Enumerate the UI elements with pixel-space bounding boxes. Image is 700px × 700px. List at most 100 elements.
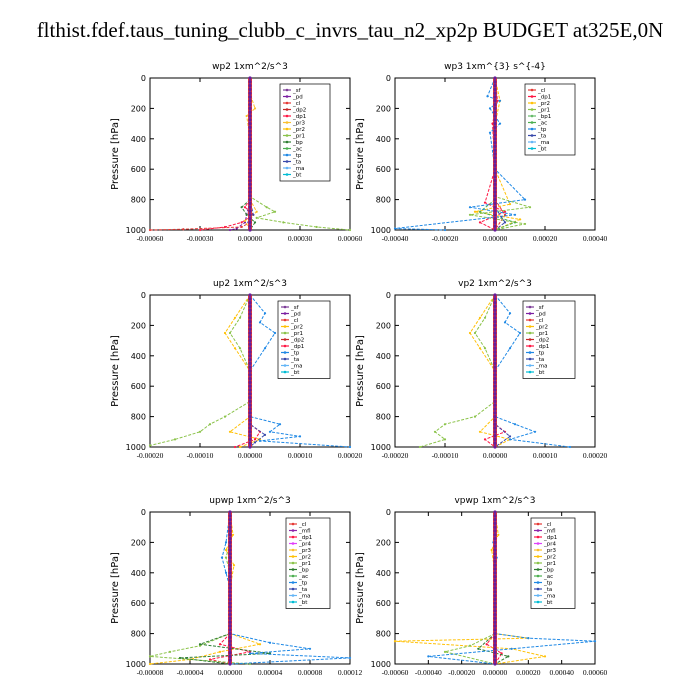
zero-profile-marker [228, 563, 232, 567]
data-point-pr1 [173, 438, 177, 441]
x-tick-label: -0.00030 [187, 234, 214, 243]
zero-profile-marker [493, 331, 497, 335]
zero-profile-marker [493, 106, 497, 110]
zero-profile-marker [493, 556, 497, 560]
data-point-tp [268, 641, 272, 644]
legend-label-bt: _bt [535, 370, 545, 376]
data-point-pr1 [483, 316, 487, 319]
legend-marker-pr1 [528, 331, 532, 335]
chart-panel-2: wp3 1xm^{3} s^{-4} Pressure [hPa] 0 200 400 6… [355, 62, 607, 243]
zero-profile-marker [248, 84, 252, 88]
zero-profile-marker [248, 411, 252, 415]
data-point-pr1 [523, 222, 527, 226]
y-tick-label: 1000 [371, 226, 391, 235]
zero-profile-marker [493, 552, 497, 556]
legend-marker-ma [283, 364, 287, 367]
zero-profile-marker [493, 544, 497, 548]
zero-profile-marker [248, 399, 252, 403]
zero-profile-marker [493, 213, 497, 217]
zero-profile-marker [248, 228, 252, 232]
legend-label-ma: _ma [543, 594, 555, 600]
y-tick-label: 600 [376, 599, 391, 608]
data-point-pr1 [273, 210, 277, 213]
x-tick-label: 0.00040 [549, 668, 574, 677]
zero-profile-marker [493, 205, 497, 209]
legend-label-tp: _tp [535, 351, 545, 357]
legend-marker-ac [291, 574, 295, 578]
y-tick-label: 600 [376, 382, 391, 391]
legend-marker-pr4 [536, 542, 540, 545]
zero-profile-marker [493, 403, 497, 407]
y-tick-label: 200 [131, 538, 146, 547]
zero-profile-marker [493, 122, 497, 126]
legend-label-dp2: _dp2 [290, 338, 304, 344]
legend-marker-dp2 [528, 338, 532, 341]
zero-profile-marker [248, 179, 252, 183]
zero-profile-marker [493, 525, 497, 529]
legend-label-pr1: _pr1 [298, 561, 311, 567]
zero-profile-marker [248, 293, 252, 297]
zero-profile-marker [248, 175, 252, 179]
data-point-ac [478, 210, 482, 213]
zero-profile-marker [493, 365, 497, 369]
zero-profile-marker [248, 320, 252, 324]
zero-profile-marker [493, 445, 497, 449]
zero-profile-marker [493, 182, 497, 186]
zero-profile-marker [493, 320, 497, 324]
data-point-pr2 [508, 203, 512, 206]
legend-marker-ta [285, 160, 289, 163]
y-tick-label: 0 [141, 508, 146, 517]
data-point-tp [348, 656, 352, 660]
series-line-tp [249, 294, 351, 448]
zero-profile-marker [248, 346, 252, 350]
zero-profile-marker [248, 224, 252, 228]
zero-profile-marker [493, 186, 497, 190]
zero-profile-marker [493, 103, 497, 107]
zero-profile-marker [248, 152, 252, 156]
legend-label-ac: _ac [543, 574, 553, 580]
zero-profile-marker [493, 620, 497, 624]
zero-profile-marker [228, 514, 232, 518]
y-tick-label: 800 [376, 630, 391, 639]
data-point-pr1 [148, 655, 152, 658]
data-point-dp1 [218, 643, 222, 646]
legend-label-bt: _bt [298, 600, 308, 606]
zero-profile-marker [248, 171, 252, 175]
legend-label-bt: _bt [543, 600, 553, 606]
zero-profile-marker [493, 426, 497, 430]
legend-marker-bt [536, 600, 540, 604]
x-tick-label: 0.00010 [288, 451, 313, 460]
zero-profile-marker [493, 529, 497, 533]
legend-marker-cl [285, 101, 289, 105]
y-tick-label: 0 [386, 291, 391, 300]
legend-marker-ta [528, 357, 532, 361]
legend-label-bt: _bt [537, 147, 547, 153]
zero-profile-marker [228, 624, 232, 628]
legend-box [524, 83, 576, 156]
panel-title: vpwp 1xm^2/s^3 [454, 496, 535, 506]
zero-profile-marker [493, 537, 497, 541]
zero-profile-marker [493, 384, 497, 388]
legend-marker-dp1 [536, 535, 540, 539]
zero-profile-marker [228, 594, 232, 598]
zero-profile-marker [248, 418, 252, 422]
data-point-pr1 [223, 415, 227, 418]
legend-marker-dp2 [285, 108, 289, 111]
zero-profile-marker [493, 133, 497, 137]
data-point-dp1 [500, 652, 503, 655]
zero-profile-marker [493, 217, 497, 221]
zero-profile-marker [493, 141, 497, 145]
legend-label-tp: _tp [298, 581, 308, 587]
legend-marker-dp2 [283, 338, 287, 341]
legend-label-cl: _cl [298, 522, 307, 528]
legend-marker-pr2 [528, 325, 532, 328]
zero-profile-marker [493, 358, 497, 362]
zero-profile-marker [248, 182, 252, 186]
data-point-cl [240, 225, 243, 229]
zero-profile-marker [248, 76, 252, 80]
zero-profile-marker [228, 529, 232, 533]
data-point-bp [178, 656, 182, 660]
data-point-pr1 [468, 644, 472, 647]
y-tick-label: 800 [131, 413, 146, 422]
x-tick-label: -0.00004 [177, 668, 204, 677]
